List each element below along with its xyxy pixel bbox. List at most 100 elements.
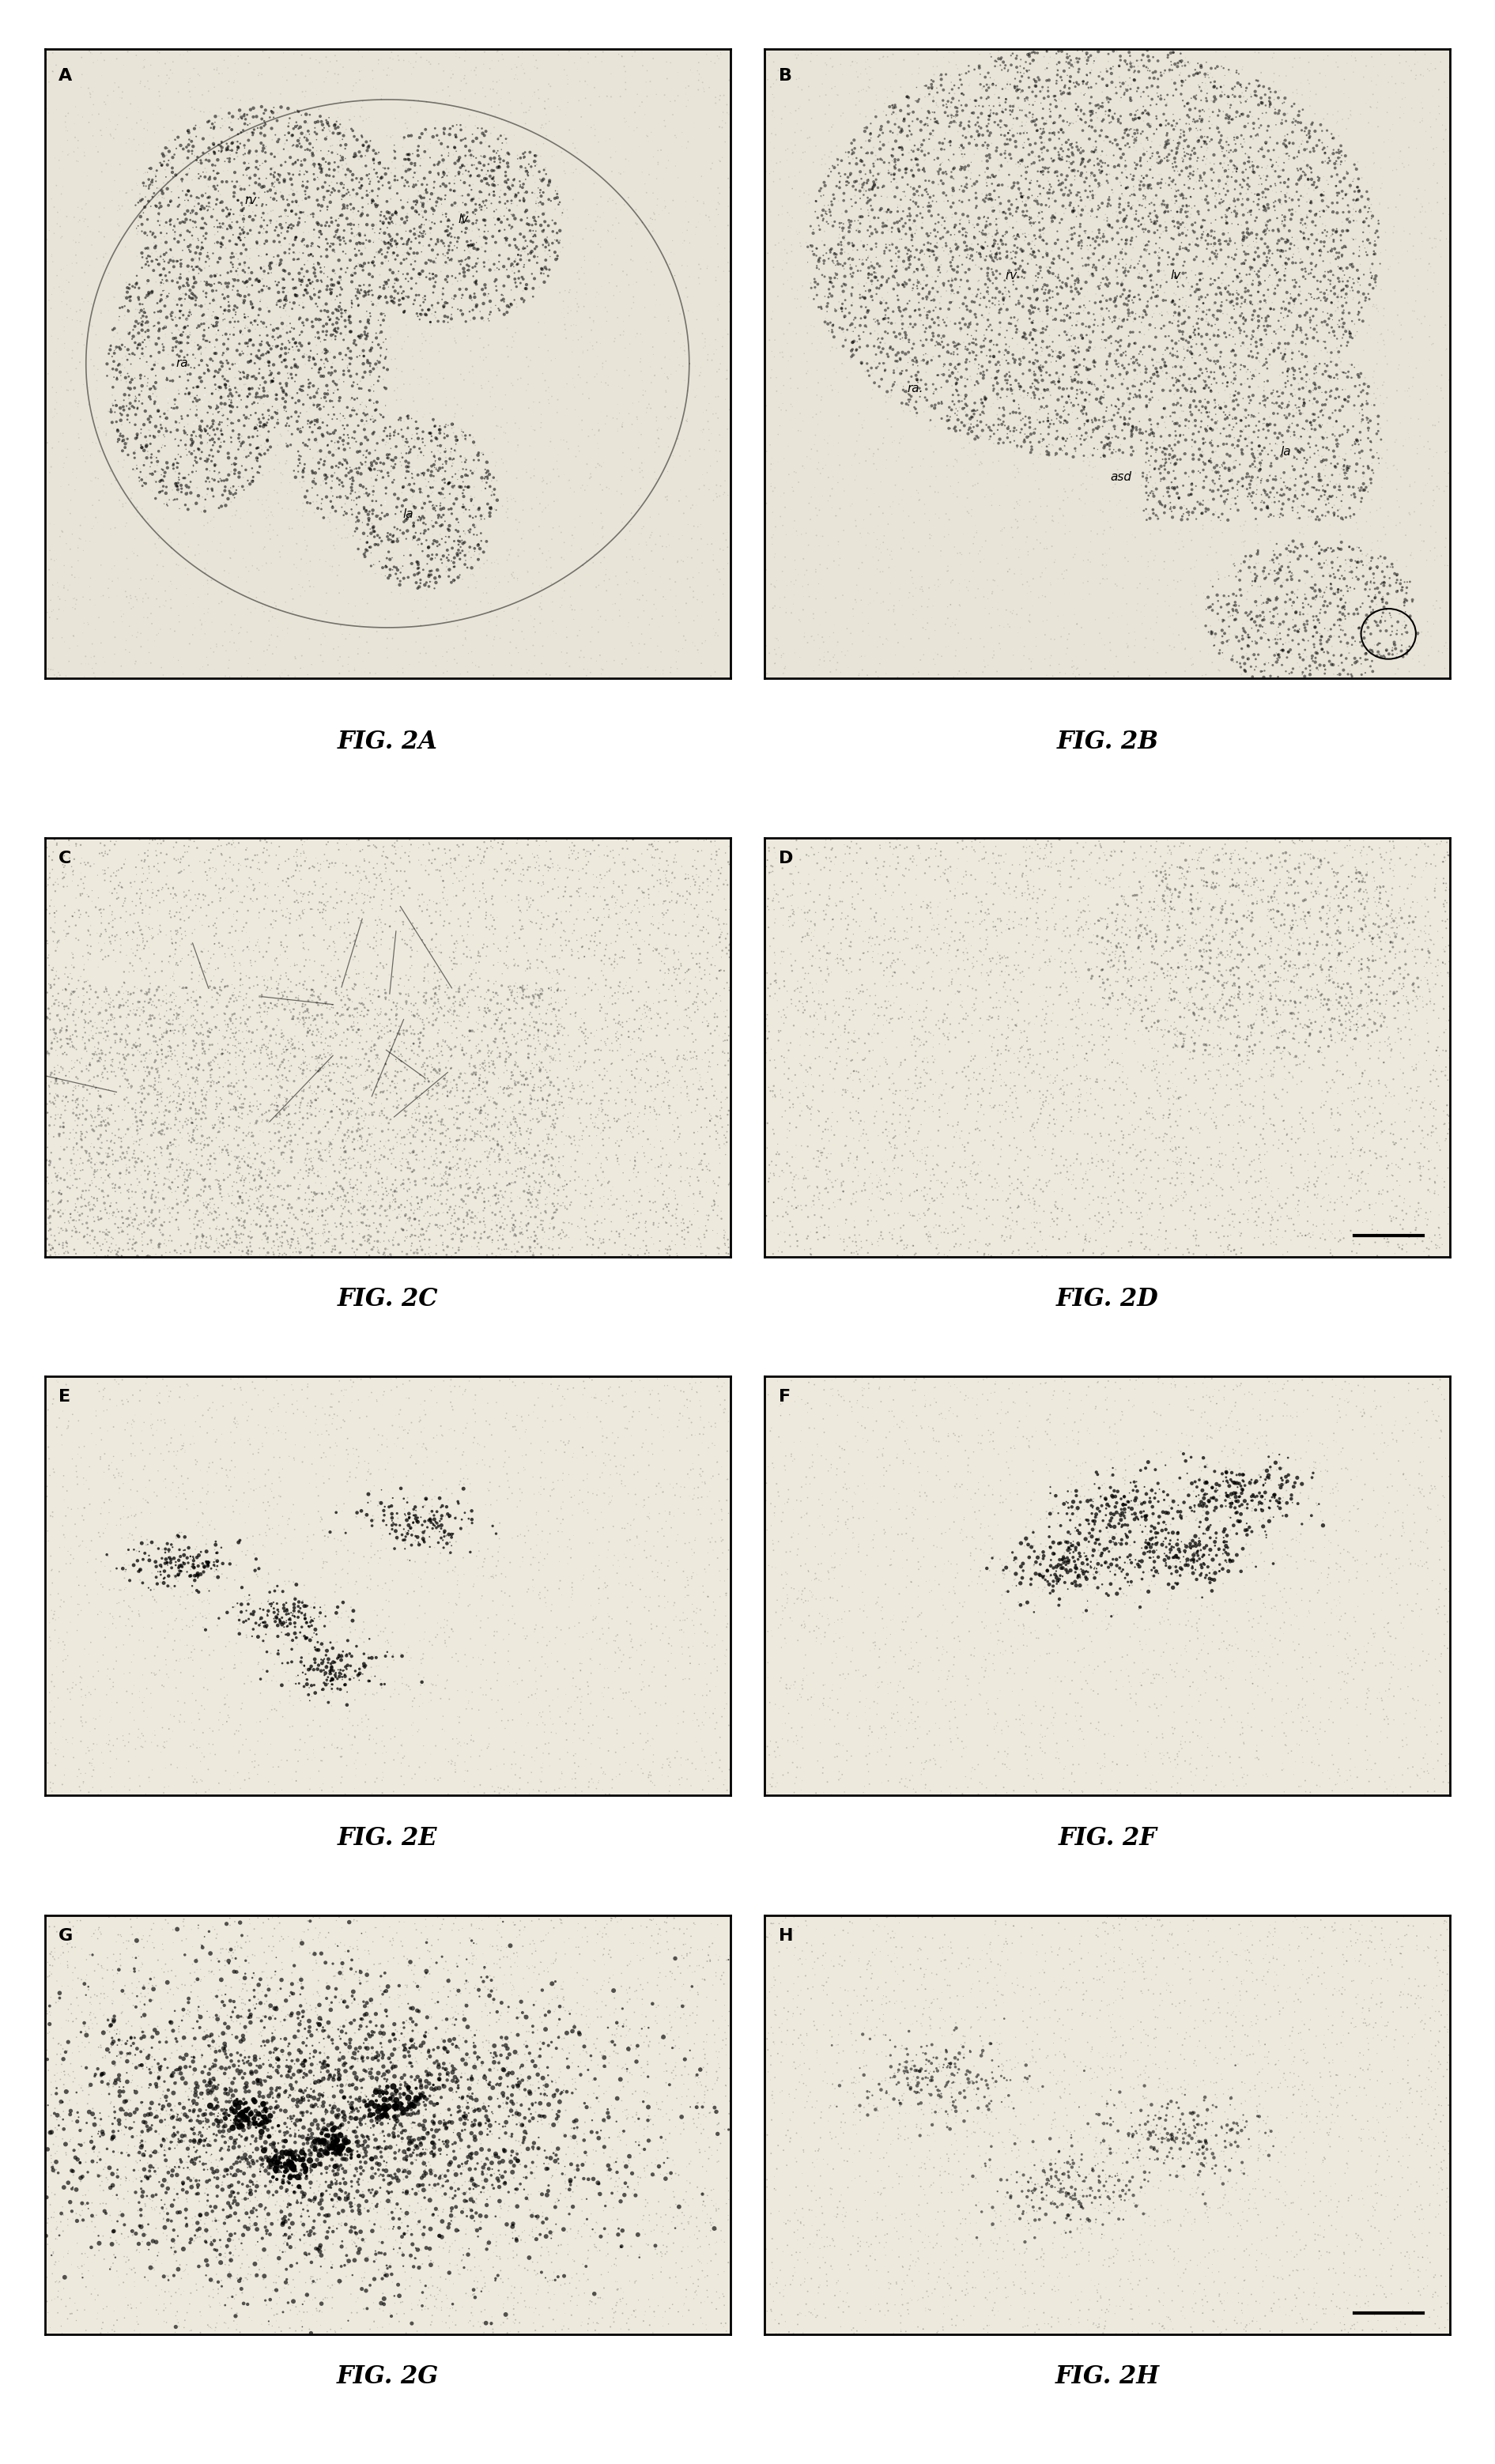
Point xyxy=(451,471,475,510)
Point xyxy=(306,409,330,448)
Point xyxy=(176,2077,200,2117)
Point xyxy=(927,1111,951,1151)
Point xyxy=(1196,1493,1220,1533)
Point xyxy=(185,1528,209,1567)
Point xyxy=(538,1168,562,1207)
Point xyxy=(937,421,961,461)
Point xyxy=(924,1954,948,1993)
Point xyxy=(876,1195,900,1234)
Point xyxy=(306,1042,330,1082)
Point xyxy=(949,200,973,239)
Point xyxy=(1357,2045,1381,2085)
Point xyxy=(386,510,410,549)
Point xyxy=(540,1634,564,1673)
Point xyxy=(1416,2126,1440,2166)
Point xyxy=(931,37,955,76)
Point xyxy=(115,1151,139,1190)
Point xyxy=(1175,1528,1199,1567)
Point xyxy=(292,648,315,687)
Point xyxy=(275,404,299,444)
Point xyxy=(145,180,169,219)
Point xyxy=(368,1129,392,1168)
Point xyxy=(365,958,389,998)
Point xyxy=(831,577,855,616)
Point xyxy=(1042,76,1066,116)
Point xyxy=(344,2117,368,2156)
Point xyxy=(248,2038,272,2077)
Point xyxy=(913,1969,937,2008)
Point xyxy=(465,244,489,283)
Point xyxy=(330,1582,354,1621)
Point xyxy=(127,2232,151,2272)
Point xyxy=(597,468,620,508)
Point xyxy=(338,451,362,490)
Point xyxy=(679,1927,703,1966)
Point xyxy=(161,1538,185,1577)
Point xyxy=(1302,318,1326,357)
Point xyxy=(1308,1013,1332,1052)
Point xyxy=(197,1072,221,1111)
Point xyxy=(224,867,248,907)
Point xyxy=(129,1974,152,2013)
Point xyxy=(1359,2050,1383,2089)
Point xyxy=(936,626,960,665)
Point xyxy=(1386,611,1410,650)
Point xyxy=(1232,2232,1256,2272)
Point xyxy=(254,885,278,924)
Point xyxy=(1120,2289,1144,2328)
Point xyxy=(788,2294,812,2333)
Point xyxy=(64,1446,88,1486)
Point xyxy=(972,641,996,680)
Point xyxy=(365,2193,389,2232)
Point xyxy=(1423,1759,1447,1799)
Point xyxy=(864,347,888,387)
Point xyxy=(685,2168,709,2208)
Point xyxy=(582,2304,605,2343)
Point xyxy=(1054,123,1078,163)
Point xyxy=(1145,74,1169,113)
Point xyxy=(1239,1008,1263,1047)
Point xyxy=(300,2124,324,2163)
Point xyxy=(413,1501,437,1540)
Point xyxy=(1005,1005,1029,1045)
Point xyxy=(623,2072,647,2112)
Point xyxy=(585,1397,608,1437)
Point xyxy=(432,986,456,1025)
Point xyxy=(1081,1234,1105,1274)
Point xyxy=(76,1727,100,1767)
Point xyxy=(274,281,298,320)
Point xyxy=(1362,596,1386,636)
Point xyxy=(540,978,564,1018)
Point xyxy=(1329,2023,1353,2062)
Point xyxy=(607,591,631,631)
Point xyxy=(141,919,164,958)
Point xyxy=(698,954,722,993)
Point xyxy=(1230,160,1254,200)
Point xyxy=(344,1565,368,1604)
Point xyxy=(190,1099,214,1138)
Point xyxy=(1000,335,1024,375)
Point xyxy=(782,1087,806,1126)
Point xyxy=(109,1119,133,1158)
Point xyxy=(650,1143,674,1183)
Point xyxy=(1208,224,1232,264)
Point xyxy=(1197,944,1221,983)
Point xyxy=(178,118,202,158)
Point xyxy=(111,345,135,384)
Point xyxy=(164,986,188,1025)
Point xyxy=(1123,1501,1147,1540)
Point xyxy=(1408,2119,1432,2158)
Point xyxy=(354,1067,378,1106)
Point xyxy=(1359,402,1383,441)
Point xyxy=(1328,1584,1351,1624)
Point xyxy=(275,1096,299,1136)
Point xyxy=(1350,1052,1374,1092)
Point xyxy=(1163,825,1187,865)
Point xyxy=(253,586,277,626)
Point xyxy=(1208,1148,1232,1188)
Point xyxy=(236,377,260,416)
Point xyxy=(928,308,952,347)
Point xyxy=(1398,2136,1422,2176)
Point xyxy=(1396,2062,1420,2102)
Point xyxy=(118,862,142,902)
